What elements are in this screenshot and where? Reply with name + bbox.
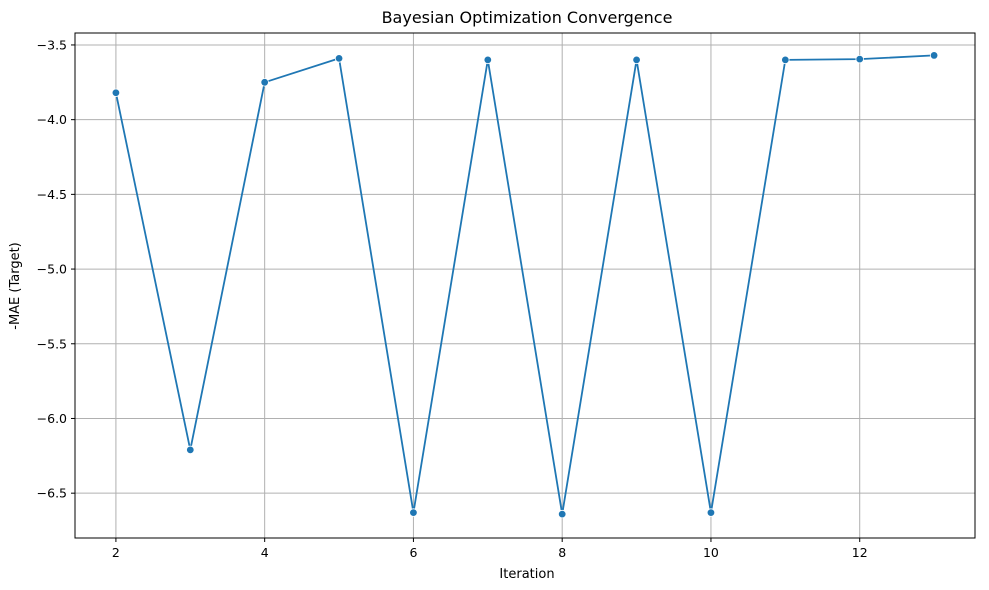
series-line [115, 54, 935, 515]
x-tick-label: 2 [112, 545, 120, 560]
y-tick-label: −6.5 [37, 486, 67, 501]
grid-lines [75, 33, 975, 538]
x-tick-label: 4 [261, 545, 269, 560]
data-point [706, 508, 716, 517]
x-axis-label: Iteration [499, 567, 554, 582]
data-point [632, 55, 641, 65]
y-tick-label: −5.0 [37, 262, 67, 277]
data-series [111, 51, 939, 519]
x-tick-label: 10 [703, 545, 719, 560]
y-tick-label: −5.5 [37, 336, 67, 351]
data-point [855, 54, 864, 64]
data-point [483, 55, 493, 65]
data-point [260, 78, 269, 87]
data-point [557, 509, 567, 519]
y-tick-label: −4.5 [37, 187, 67, 202]
y-axis-label: -MAE (Target) [8, 242, 23, 330]
x-tick-label: 12 [852, 545, 868, 560]
data-point [334, 54, 344, 63]
chart-title: Bayesian Optimization Convergence [382, 8, 673, 27]
y-tick-label: −4.0 [37, 112, 67, 127]
x-tick-label: 8 [558, 545, 566, 560]
y-tick-label: −6.0 [37, 411, 67, 426]
y-tick-label: −3.5 [37, 37, 67, 52]
x-tick-label: 6 [409, 545, 417, 560]
data-point [409, 508, 418, 517]
plot-frame [74, 32, 976, 539]
axis-ticks: 2 4 6 8 10 12 −3.5 −4.0 −4.5 −5.0 −5.5 −6.0 −6.5 [37, 37, 868, 560]
data-point [929, 51, 939, 60]
data-point [111, 88, 121, 97]
data-point [781, 55, 790, 65]
data-point [186, 445, 195, 455]
